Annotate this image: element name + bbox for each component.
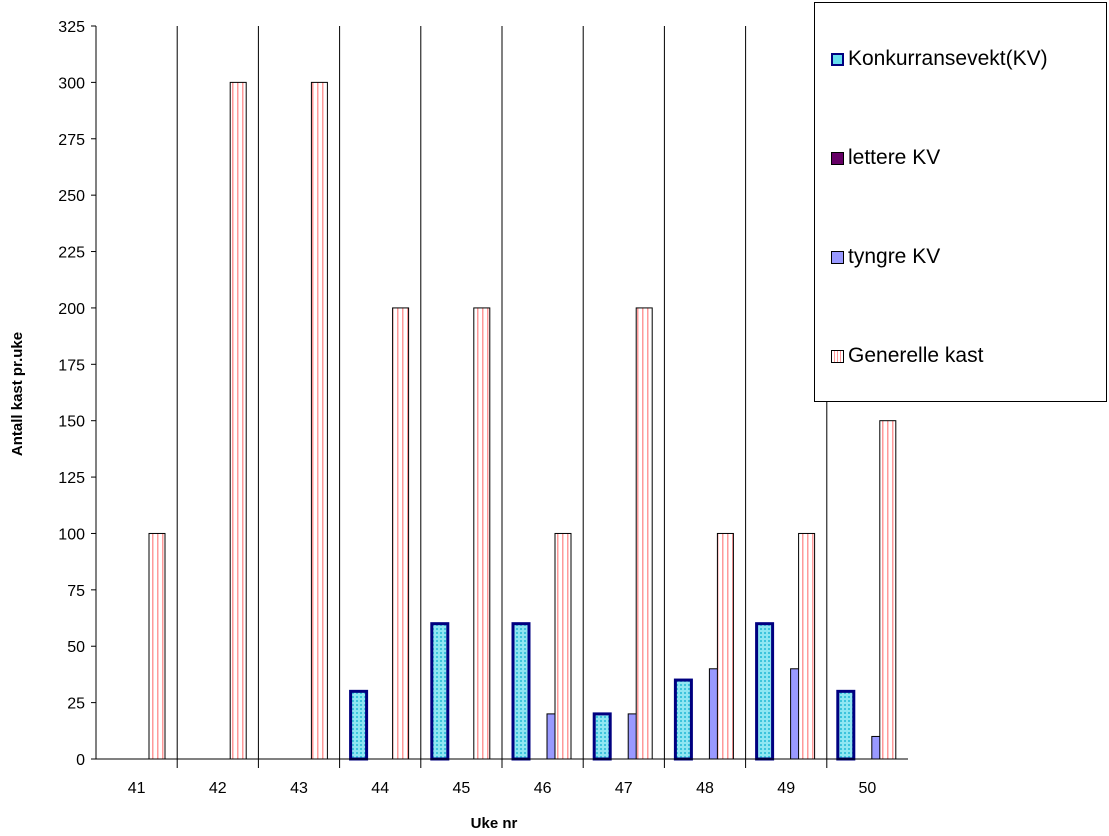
y-tick-label: 325 [58,19,85,36]
y-tick-label: 100 [58,526,85,543]
legend-label-generelle-kast: Generelle kast [848,344,984,367]
bar-generelle-kast-44 [392,307,410,760]
x-tick-label: 44 [371,780,389,797]
x-tick-label: 45 [453,780,471,797]
x-tick-label: 41 [128,780,146,797]
bars [148,81,897,761]
x-tick-label: 42 [209,780,227,797]
x-tick-label: 50 [859,780,877,797]
bar-konkurransevekt-kv-48 [673,678,693,761]
legend: Konkurransevekt(KV) lettere KV tyngre KV… [814,2,1107,402]
x-tick-label: 46 [534,780,552,797]
bar-konkurransevekt-kv-46 [511,622,531,761]
y-tick-label: 125 [58,470,85,487]
bar-generelle-kast-45 [473,307,491,760]
legend-item-tyngre-kv: tyngre KV [831,245,940,269]
legend-swatch-generelle-kast [831,349,844,363]
bar-konkurransevekt-kv-47 [592,712,612,761]
bar-generelle-kast-49 [798,532,816,760]
bar-generelle-kast-47 [635,307,653,760]
y-tick-label: 150 [58,414,85,431]
bar-konkurransevekt-kv-44 [349,689,369,761]
bar-konkurransevekt-kv-50 [836,689,856,761]
x-axis-title: Uke nr [471,815,518,832]
y-tick-label: 25 [67,696,85,713]
y-tick-label: 275 [58,132,85,149]
bar-generelle-kast-42 [229,81,247,760]
x-tick-label: 43 [290,780,308,797]
bar-generelle-kast-50 [879,420,897,760]
bar-generelle-kast-41 [148,532,166,760]
legend-item-generelle-kast: Generelle kast [831,344,983,368]
legend-swatch-lettere-kv [831,151,844,165]
bar-konkurransevekt-kv-49 [755,622,775,761]
x-tick-label: 47 [615,780,633,797]
legend-swatch-tyngre-kv [831,250,844,264]
bar-konkurransevekt-kv-45 [430,622,450,761]
y-tick-label: 0 [76,752,85,769]
x-tick-label: 49 [777,780,795,797]
legend-item-konkurransevekt: Konkurransevekt(KV) [831,47,1048,71]
x-ticks: 41 42 43 44 45 46 47 48 49 50 [128,780,877,797]
y-tick-label: 175 [58,357,85,374]
legend-label-konkurransevekt: Konkurransevekt(KV) [848,47,1048,70]
y-tick-label: 225 [58,245,85,262]
x-tick-label: 48 [696,780,714,797]
legend-item-lettere-kv: lettere KV [831,146,940,170]
y-tick-label: 200 [58,301,85,318]
bar-generelle-kast-43 [310,81,328,760]
legend-label-tyngre-kv: tyngre KV [848,245,941,268]
y-axis-title: Antall kast pr.uke [9,332,26,456]
bar-generelle-kast-46 [554,532,572,760]
y-tick-label: 50 [67,639,85,656]
y-tick-label: 75 [67,583,85,600]
legend-label-lettere-kv: lettere KV [848,146,941,169]
legend-swatch-konkurransevekt [831,52,844,66]
y-tick-label: 250 [58,188,85,205]
bar-generelle-kast-48 [716,532,734,760]
y-ticks: 0 25 50 75 100 125 150 175 200 225 250 275 300 325 [58,19,96,769]
y-tick-label: 300 [58,75,85,92]
